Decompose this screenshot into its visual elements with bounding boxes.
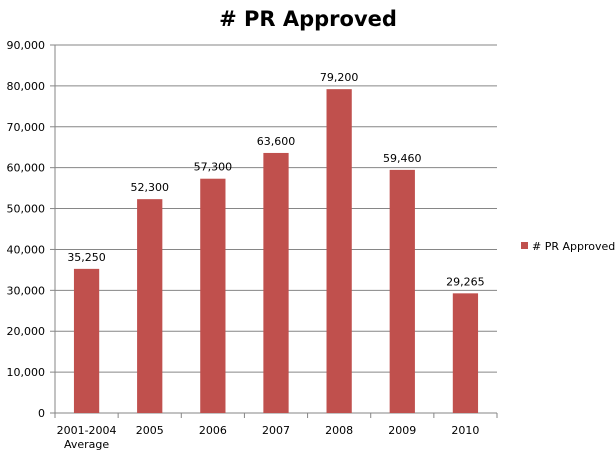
y-tick-label: 80,000 xyxy=(7,80,46,93)
data-label: 57,300 xyxy=(194,161,233,174)
x-tick-label: 2010 xyxy=(451,424,479,437)
y-tick-label: 30,000 xyxy=(7,284,46,297)
x-tick-label: 2007 xyxy=(262,424,290,437)
x-tick-label: 2006 xyxy=(199,424,227,437)
data-label: 35,250 xyxy=(67,251,106,264)
x-tick-label: Average xyxy=(64,438,109,451)
y-tick-label: 40,000 xyxy=(7,243,46,256)
data-label: 59,460 xyxy=(383,152,422,165)
y-tick-label: 20,000 xyxy=(7,325,46,338)
y-tick-label: 60,000 xyxy=(7,162,46,175)
y-tick-label: 0 xyxy=(38,407,45,420)
y-tick-label: 90,000 xyxy=(7,39,46,52)
data-label: 29,265 xyxy=(446,275,485,288)
x-tick-label: 2009 xyxy=(388,424,416,437)
data-label: 79,200 xyxy=(320,71,359,84)
data-label: 63,600 xyxy=(257,135,296,148)
x-tick-label: 2008 xyxy=(325,424,353,437)
bar xyxy=(263,152,289,414)
bar xyxy=(73,268,100,413)
chart-title: # PR Approved xyxy=(219,7,397,31)
bar xyxy=(137,199,163,413)
x-tick-label: 2001-2004 xyxy=(57,424,117,437)
y-tick-label: 70,000 xyxy=(7,121,46,134)
data-labels: 35,250 52,300 57,300 63,600 79,200 59,460 29,2… xyxy=(67,71,484,288)
legend-swatch xyxy=(521,242,528,249)
legend: # PR Approved xyxy=(521,240,615,253)
axes: 0 10,000 20,000 30,000 40,000 50,000 60,000 70,… xyxy=(7,39,498,451)
bar xyxy=(326,89,352,413)
y-tick-label: 10,000 xyxy=(7,366,46,379)
data-label: 52,300 xyxy=(130,181,169,194)
y-tick-label: 50,000 xyxy=(7,203,46,216)
legend-label: # PR Approved xyxy=(532,240,615,253)
bar xyxy=(452,293,479,413)
x-tick-label: 2005 xyxy=(136,424,164,437)
bars xyxy=(73,89,479,414)
bar xyxy=(200,178,226,413)
bar xyxy=(389,169,415,413)
